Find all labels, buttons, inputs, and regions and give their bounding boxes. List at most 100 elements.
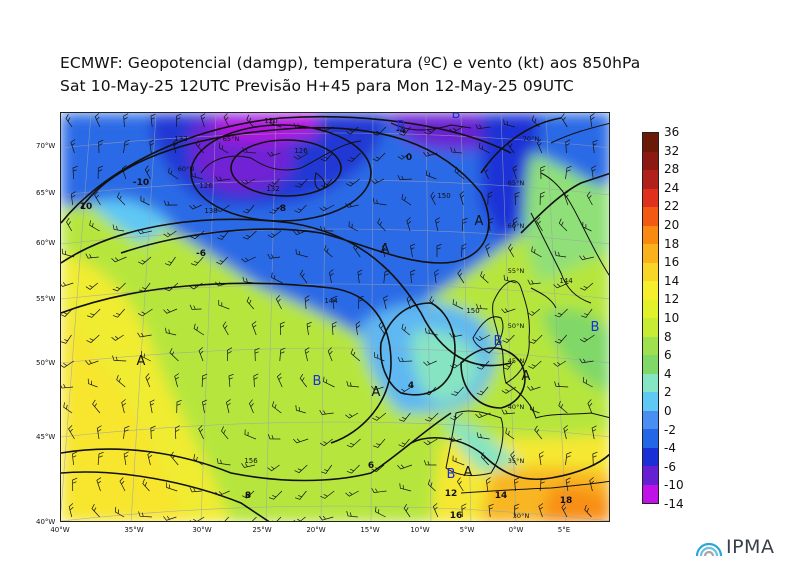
colorbar-cell — [643, 318, 658, 337]
wind-barb — [216, 256, 229, 265]
wind-barb — [320, 178, 333, 188]
wind-barb — [501, 386, 517, 394]
colorbar-cell — [643, 225, 658, 244]
wind-barb — [435, 217, 440, 232]
high-pressure-centre: A — [381, 242, 390, 257]
wind-barb — [531, 115, 540, 128]
wind-barb — [116, 192, 126, 206]
wind-barb — [462, 217, 468, 232]
contour-label: 150 — [437, 192, 450, 200]
isotherm-label: 4 — [408, 381, 414, 391]
wind-barb — [112, 282, 126, 292]
wind-barb — [424, 327, 438, 336]
wind-barb — [327, 347, 333, 362]
colorbar-label: 24 — [664, 180, 680, 195]
wind-barb — [451, 386, 464, 396]
wind-barb — [554, 308, 568, 318]
contour-label: 120 — [264, 117, 277, 125]
lon-label: 10°W — [410, 526, 430, 534]
wind-barb — [246, 296, 255, 310]
wind-barb — [584, 504, 592, 518]
lat-label: 45°W — [36, 433, 56, 441]
wind-barb — [324, 245, 333, 258]
wind-barb — [346, 511, 358, 518]
wind-barb — [501, 308, 516, 314]
wind-barb — [397, 386, 412, 394]
wind-barb — [427, 479, 436, 492]
wind-barb — [485, 243, 490, 258]
wind-barb — [480, 271, 489, 284]
wind-barb — [123, 425, 130, 440]
wind-barb — [475, 412, 491, 419]
wind-barb — [293, 152, 309, 160]
wind-barb — [92, 399, 101, 414]
wind-barb — [346, 178, 360, 187]
colorbar-cell — [643, 188, 658, 207]
wind-barb — [514, 191, 520, 206]
lat-label: 60°W — [36, 239, 56, 247]
wind-barb — [461, 503, 467, 518]
wind-barb — [346, 380, 360, 388]
wind-barb — [149, 399, 155, 414]
wind-barb — [321, 464, 333, 474]
wind-barb — [476, 432, 490, 440]
wind-barb — [96, 477, 102, 492]
wind-barb — [579, 358, 594, 364]
lat-label: 65°W — [36, 189, 56, 197]
colorbar-label: 0 — [664, 404, 672, 418]
wind-barb — [123, 113, 129, 128]
ipma-logo: IPMA — [694, 536, 774, 558]
wind-barb — [191, 171, 203, 180]
wind-barb — [271, 516, 282, 521]
wind-barb — [514, 503, 520, 518]
wind-barb — [582, 376, 593, 388]
wind-barb — [563, 191, 569, 206]
wind-barb — [378, 321, 386, 336]
colorbar-label: 18 — [664, 236, 680, 251]
wind-barb — [372, 126, 387, 136]
wind-barb — [534, 425, 543, 440]
isotherm-label: 14 — [495, 491, 508, 501]
wind-barb — [508, 243, 515, 258]
wind-barb — [123, 139, 130, 154]
colorbar-cell — [643, 262, 658, 281]
wind-barb — [383, 295, 389, 310]
low-pressure-centre: B — [494, 334, 503, 349]
wind-barb — [145, 373, 151, 388]
wind-barb — [175, 425, 180, 440]
wind-barb — [399, 126, 411, 136]
colorbar-cell — [643, 133, 658, 152]
wind-barb — [374, 352, 385, 362]
wind-barb — [397, 175, 412, 181]
wind-barb — [221, 426, 229, 440]
isotherm-label: -6 — [196, 249, 206, 259]
wind-barb — [579, 334, 595, 343]
wind-barb — [450, 412, 463, 421]
wind-barb — [331, 321, 337, 336]
wind-barb — [200, 113, 206, 128]
grid-label: 70°N — [523, 135, 540, 143]
grid-label: 40°N — [508, 403, 525, 411]
contour-label: 156 — [244, 457, 258, 465]
wind-barb — [195, 139, 204, 154]
wind-barb — [89, 220, 100, 232]
wind-barb — [293, 230, 306, 236]
lon-label: 30°W — [192, 526, 212, 534]
contour-label: 126 — [199, 182, 213, 190]
wind-barb — [512, 217, 518, 232]
wind-barb — [163, 308, 178, 314]
grid-label: 65°N — [508, 179, 525, 187]
wind-barb — [246, 114, 254, 128]
graticule — [61, 113, 609, 521]
wind-barb — [397, 356, 413, 362]
colorbar-label: 32 — [664, 143, 680, 158]
wind-barb — [372, 412, 387, 421]
wind-barb — [323, 376, 335, 388]
wind-barb — [116, 374, 126, 388]
wind-barb — [72, 165, 78, 180]
wind-barb — [553, 282, 569, 289]
wind-barb — [565, 165, 572, 180]
colorbar-label: -2 — [664, 422, 676, 437]
wind-barb — [503, 360, 514, 370]
